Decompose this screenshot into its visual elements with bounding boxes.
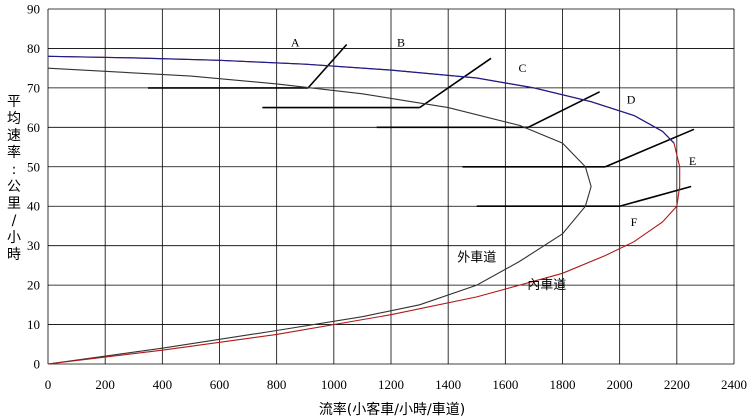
x-tick-label: 2400 [721,377,747,392]
y-tick-label: 0 [34,357,41,372]
x-tick-label: 200 [95,377,115,392]
y-tick-label: 50 [27,159,40,174]
x-tick-label: 2200 [664,377,690,392]
series-line [47,67,592,365]
y-axis-label-char: 速 [7,128,21,144]
x-tick-label: 1600 [492,377,518,392]
y-tick-label: 10 [27,317,40,332]
x-tick-label: 1800 [550,377,576,392]
curve-annotation: 外車道 [457,250,496,265]
region-label: D [627,93,636,107]
y-axis-label-char: 率 [7,144,21,161]
region-boundary-oblique [605,128,695,168]
region-boundary-oblique [527,91,601,129]
x-axis-label: 流率(小客車/小時/車道) [319,401,465,418]
region-boundary-oblique [419,57,492,109]
x-tick-label: 400 [153,377,173,392]
series-lines [47,55,681,365]
region-boundary-oblique [619,185,692,207]
region-label: F [631,215,638,229]
series-line [47,55,681,365]
x-tick-label: 1000 [321,377,347,392]
x-tick-label: 0 [45,377,52,392]
series-line-upper [47,55,675,144]
curve-annotation: 內車道 [527,278,566,293]
region-labels: A B C D E F [291,35,696,228]
y-axis-label-char: 公 [7,179,21,195]
x-tick-label: 1200 [378,377,404,392]
grid [47,8,735,365]
y-tick-label: 30 [27,238,40,253]
y-tick-label: 20 [27,278,40,293]
x-tick-label: 800 [267,377,287,392]
y-axis-label-char: 時 [7,247,21,263]
x-tick-label: 1400 [435,377,461,392]
x-axis-ticks: 0 200 400 600 800 1000 1200 1400 1600 1800 2000 220… [45,377,747,392]
y-axis-label-char: 小 [7,230,21,246]
region-label: B [397,35,405,49]
y-tick-label: 90 [27,2,40,17]
y-tick-label: 60 [27,120,40,135]
y-tick-label: 80 [27,41,40,56]
y-axis-label-char: 平 [7,94,21,110]
y-axis-ticks: 0 10 20 30 40 50 60 70 80 90 [27,2,40,372]
y-tick-label: 40 [27,199,40,214]
y-axis-label-char: 均 [7,111,21,127]
region-boundaries [148,43,695,208]
y-tick-label: 70 [27,80,40,95]
y-axis-label-char: 里 [7,196,21,212]
x-tick-label: 600 [210,377,230,392]
region-label: E [689,154,696,168]
region-label: C [518,61,526,75]
region-label: A [291,35,300,49]
x-tick-label: 2000 [607,377,633,392]
y-axis-label-char: : [12,162,17,178]
y-axis-label-char: / [12,213,17,229]
